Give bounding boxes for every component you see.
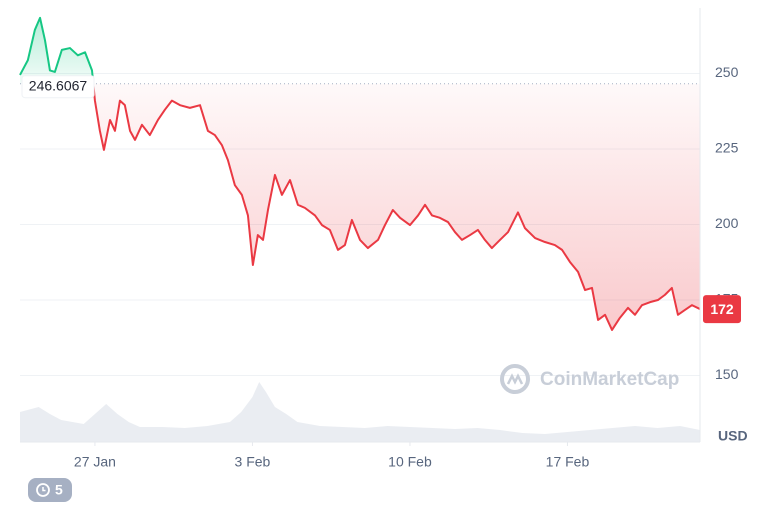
x-tick-label: 10 Feb — [388, 454, 432, 470]
price-line — [19, 16, 701, 331]
area-up — [20, 17, 94, 84]
watermark: CoinMarketCap — [500, 364, 679, 394]
volume — [20, 382, 700, 442]
y-tick-label: 200 — [715, 215, 739, 231]
baseline-label-box — [21, 75, 95, 99]
baseline-label: 246.6067 — [29, 77, 88, 93]
y-tick-label: 225 — [715, 140, 739, 156]
x-tick-label: 3 Feb — [235, 454, 271, 470]
plot: 246.6067 172 — [19, 16, 741, 331]
watermark-text: CoinMarketCap — [540, 369, 679, 390]
history-count: 5 — [55, 482, 63, 498]
x-tick-label: 17 Feb — [546, 454, 590, 470]
area-down — [20, 83, 700, 330]
x-tick-label: 27 Jan — [74, 454, 116, 470]
y-tick-label: 150 — [715, 366, 739, 382]
last-price-label: 172 — [710, 301, 734, 317]
history-badge[interactable]: 5 — [28, 478, 72, 502]
y-tick-label: 250 — [715, 64, 739, 80]
volume-area — [20, 382, 700, 442]
last-price-badge — [703, 295, 741, 324]
currency: USD — [718, 428, 748, 444]
